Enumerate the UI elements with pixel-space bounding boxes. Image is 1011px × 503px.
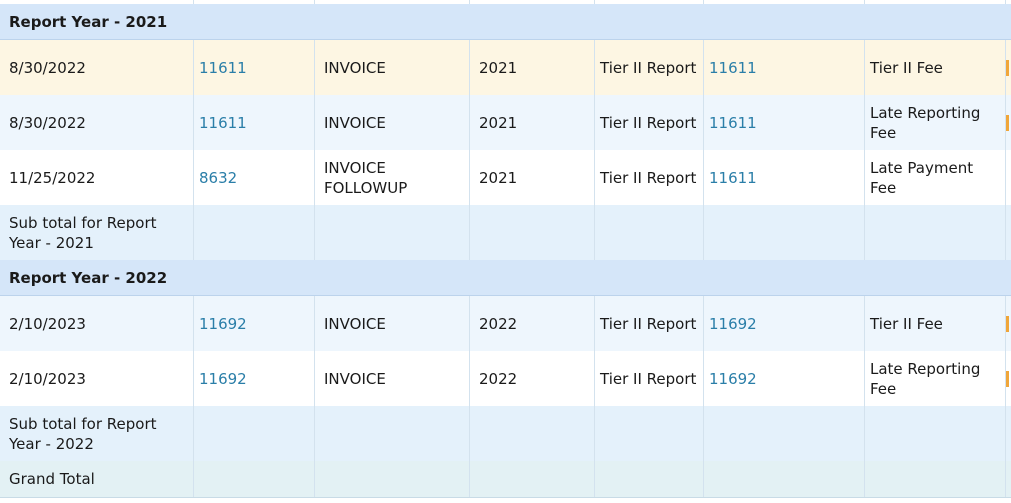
row-edge-marker [1006,95,1011,150]
group-header-2022: Report Year - 2022 [0,260,1011,296]
invoice-id-link[interactable]: 8632 [194,150,315,205]
report-ref-link[interactable]: 11611 [704,95,865,150]
report-cell: Tier II Report [595,40,704,95]
type-cell: INVOICE [315,351,470,406]
subtotal-label: Sub total for Report Year - 2022 [0,406,194,461]
fee-cell: Tier II Fee [865,40,1006,95]
row-edge-marker [1006,40,1011,95]
year-cell: 2021 [470,40,595,95]
report-cell: Tier II Report [595,296,704,351]
row-edge-marker [1006,150,1011,205]
type-cell: INVOICE FOLLOWUP [315,150,470,205]
fee-cell: Late Reporting Fee [865,351,1006,406]
year-cell: 2022 [470,351,595,406]
grand-total-row: Grand Total [0,461,1011,498]
date-cell: 11/25/2022 [0,150,194,205]
fee-cell: Late Payment Fee [865,150,1006,205]
report-ref-link[interactable]: 11692 [704,351,865,406]
table-row[interactable]: 8/30/2022 11611 INVOICE 2021 Tier II Rep… [0,40,1011,95]
invoice-id-link[interactable]: 11611 [194,95,315,150]
type-cell: INVOICE [315,40,470,95]
invoice-id-link[interactable]: 11692 [194,351,315,406]
date-cell: 2/10/2023 [0,296,194,351]
date-cell: 8/30/2022 [0,40,194,95]
report-ref-link[interactable]: 11692 [704,296,865,351]
report-cell: Tier II Report [595,351,704,406]
type-cell: INVOICE [315,95,470,150]
group-header-2021: Report Year - 2021 [0,4,1011,40]
group-header-title: Report Year - 2022 [9,268,168,287]
type-cell: INVOICE [315,296,470,351]
report-cell: Tier II Report [595,150,704,205]
year-cell: 2022 [470,296,595,351]
table-row[interactable]: 2/10/2023 11692 INVOICE 2022 Tier II Rep… [0,296,1011,351]
table-row[interactable]: 2/10/2023 11692 INVOICE 2022 Tier II Rep… [0,351,1011,406]
row-edge-marker [1006,296,1011,351]
invoice-id-link[interactable]: 11611 [194,40,315,95]
invoice-id-link[interactable]: 11692 [194,296,315,351]
subtotal-label: Sub total for Report Year - 2021 [0,205,194,260]
table-row[interactable]: 8/30/2022 11611 INVOICE 2021 Tier II Rep… [0,95,1011,150]
fee-cell: Tier II Fee [865,296,1006,351]
report-ref-link[interactable]: 11611 [704,40,865,95]
date-cell: 8/30/2022 [0,95,194,150]
year-cell: 2021 [470,95,595,150]
report-cell: Tier II Report [595,95,704,150]
table-row[interactable]: 11/25/2022 8632 INVOICE FOLLOWUP 2021 Ti… [0,150,1011,205]
subtotal-row: Sub total for Report Year - 2022 [0,406,1011,461]
date-cell: 2/10/2023 [0,351,194,406]
grand-total-label: Grand Total [0,461,194,497]
group-header-title: Report Year - 2021 [9,12,168,31]
fee-cell: Late Reporting Fee [865,95,1006,150]
year-cell: 2021 [470,150,595,205]
table-top-edge [0,0,1011,4]
row-edge-marker [1006,351,1011,406]
subtotal-row: Sub total for Report Year - 2021 [0,205,1011,260]
report-ref-link[interactable]: 11611 [704,150,865,205]
